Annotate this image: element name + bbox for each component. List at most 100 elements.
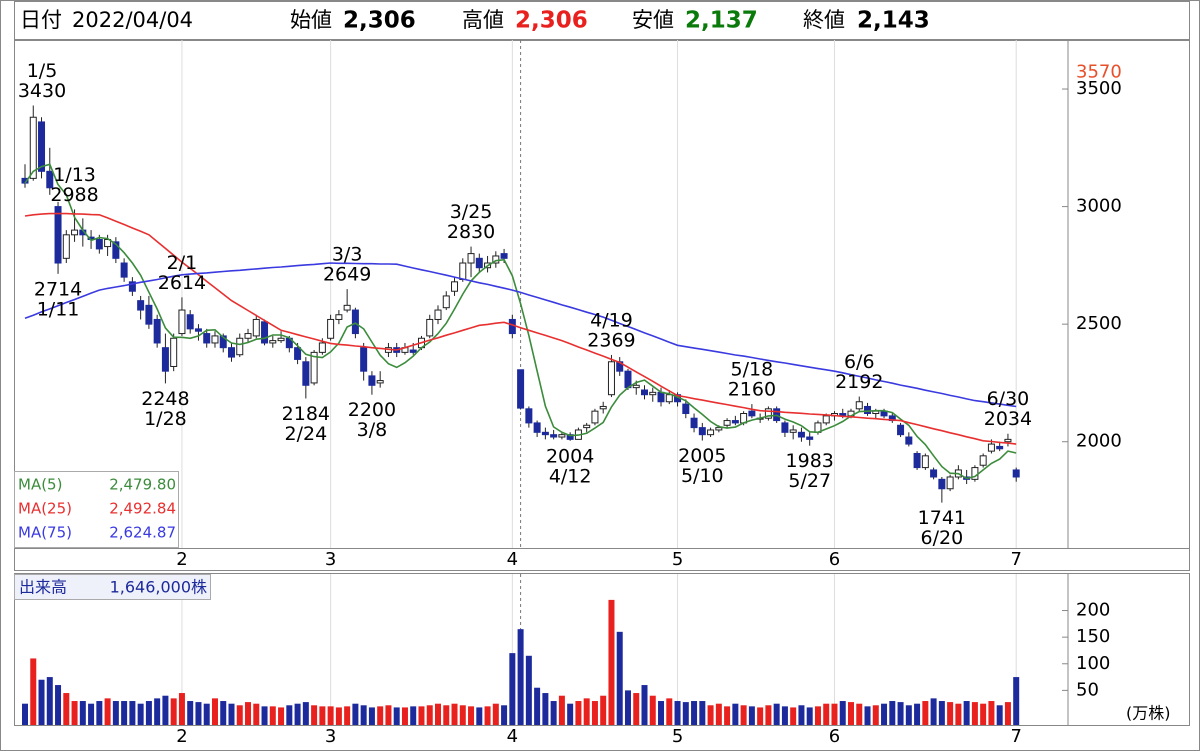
volume-bar [542, 693, 549, 725]
annotation-value: 2160 [728, 379, 776, 401]
volume-bar [798, 705, 805, 725]
candle-body [277, 337, 285, 342]
volume-bar [781, 706, 788, 725]
candle-body [318, 342, 326, 353]
volume-bar [360, 705, 367, 725]
legend-value: 2,624.87 [109, 524, 176, 542]
candle-body [806, 436, 814, 440]
volume-bar [203, 703, 210, 725]
volume-bar [848, 702, 854, 725]
candle-body [360, 347, 368, 372]
volume-bar [691, 701, 698, 725]
y-tick-label: 150 [1076, 626, 1110, 647]
volume-bar [922, 701, 929, 725]
volume-bar [806, 707, 813, 725]
candle-body [797, 431, 805, 438]
candle-body [607, 361, 615, 396]
volume-bar [682, 702, 689, 725]
candle-body [153, 318, 161, 344]
candle-body [294, 347, 302, 360]
volume-bar [616, 631, 623, 725]
candle-body [864, 405, 872, 415]
candle-body [1012, 469, 1020, 478]
candle-body [789, 429, 797, 433]
annotation-value: 2034 [984, 408, 1032, 430]
volume-bar [930, 698, 937, 725]
candle-body [996, 445, 1004, 450]
volume-bar [22, 703, 28, 725]
volume-bar [368, 707, 375, 725]
candle-body [145, 304, 153, 325]
volume-bar [641, 685, 648, 725]
candle-body [707, 429, 715, 436]
x-tick-label: 7 [1010, 549, 1021, 570]
volume-bar [385, 705, 392, 725]
candle-body [327, 318, 335, 339]
volume-bar [773, 703, 780, 725]
annotation-date: 1/28 [144, 408, 187, 430]
candle-body [492, 255, 500, 264]
annotation-value: 1741 [918, 507, 966, 529]
volume-bar [724, 706, 731, 725]
volume-bar [624, 690, 631, 725]
candle-body [29, 116, 37, 179]
candle-body [657, 391, 665, 403]
volume-bar [831, 703, 838, 725]
volume-bar [732, 703, 739, 725]
candle-body [236, 337, 244, 356]
volume-bar [327, 706, 334, 725]
volume-bar [707, 705, 714, 725]
volume-bar [426, 705, 433, 725]
annotation-date: 6/20 [921, 527, 964, 549]
candle-body [54, 206, 62, 264]
candle-body [938, 478, 946, 490]
volume-bar [236, 705, 243, 725]
volume-bar [988, 701, 995, 725]
date-label: 日付 [20, 8, 62, 32]
volume-bar [558, 695, 565, 725]
volume-bar [170, 698, 177, 725]
candle-body [434, 309, 442, 320]
candle-body [723, 420, 731, 426]
annotation-value: 2184 [282, 403, 330, 425]
candle-body [376, 380, 384, 384]
volume-bar [534, 687, 541, 725]
volume-bar [451, 703, 458, 725]
candle-body [517, 369, 525, 409]
x-tick-label: 6 [829, 726, 840, 747]
volume-bar [195, 702, 202, 725]
candle-body [467, 253, 475, 264]
volume-bar [145, 701, 152, 725]
volume-bar [550, 701, 557, 725]
legend-value: 2,492.84 [109, 500, 176, 518]
volume-bar [443, 705, 450, 725]
volume-bar [963, 701, 970, 725]
candle-body [451, 281, 459, 292]
candle-body [112, 241, 120, 259]
annotation-value: 2830 [447, 221, 495, 243]
volume-bar [881, 703, 888, 725]
candle-body [946, 476, 954, 490]
volume-bar [352, 703, 359, 725]
volume-bar [286, 705, 293, 725]
volume-bar [501, 705, 508, 725]
volume-bar [856, 703, 863, 725]
volume-bar [294, 703, 301, 725]
candle-body [335, 314, 343, 320]
volume-label: 出来高 [19, 578, 67, 597]
volume-bar [955, 703, 962, 725]
candle-body [95, 239, 103, 250]
ma-line [24, 212, 1017, 445]
candle-body [244, 333, 252, 339]
x-tick-label: 7 [1010, 726, 1021, 747]
candle-body [475, 257, 483, 269]
ma-line [24, 163, 1017, 480]
volume-bar [666, 698, 673, 725]
candle-body [194, 328, 202, 332]
annotation-value: 2248 [141, 388, 189, 410]
candle-body [632, 384, 640, 389]
candle-body [682, 403, 690, 415]
volume-bar [278, 707, 285, 725]
volume-bar [377, 706, 384, 725]
